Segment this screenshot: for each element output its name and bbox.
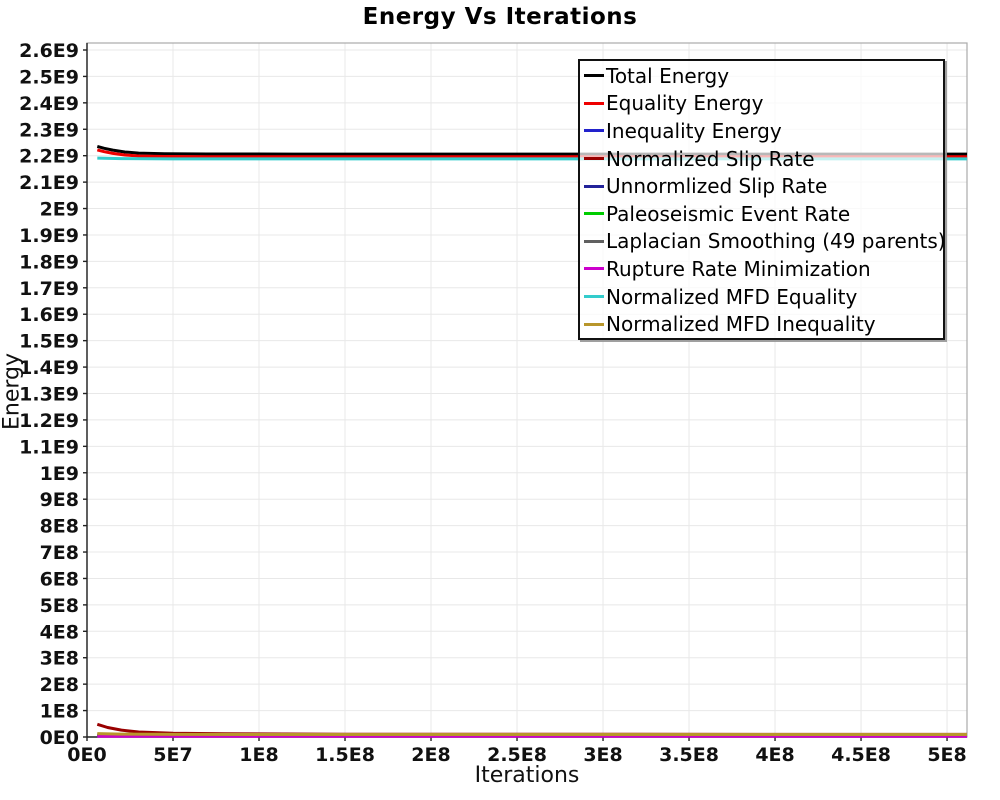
x-tick-label: 2.5E8 bbox=[487, 744, 547, 766]
legend-swatch bbox=[584, 212, 604, 216]
x-tick-label: 3E8 bbox=[583, 744, 622, 766]
y-tick-label: 2.1E9 bbox=[19, 172, 79, 194]
y-tick-label: 2.4E9 bbox=[19, 93, 79, 115]
y-tick-label: 0E0 bbox=[40, 727, 79, 749]
legend-label: Total Energy bbox=[606, 63, 730, 88]
legend-item: Normalized MFD Equality bbox=[584, 283, 943, 311]
legend-swatch bbox=[584, 267, 604, 271]
legend-item: Unnormlized Slip Rate bbox=[584, 172, 943, 200]
y-axis-label: Energy bbox=[0, 352, 25, 431]
series-line-equality-energy bbox=[96, 148, 967, 159]
y-tick-label: 2.5E9 bbox=[19, 66, 79, 88]
y-tick-label: 8E8 bbox=[40, 516, 79, 538]
x-tick-label: 3.5E8 bbox=[659, 744, 719, 766]
legend-item: Rupture Rate Minimization bbox=[584, 255, 943, 283]
legend-swatch bbox=[584, 184, 604, 188]
y-tick-label: 9E8 bbox=[40, 489, 79, 511]
legend-item: Normalized Slip Rate bbox=[584, 145, 943, 173]
y-tick-label: 4E8 bbox=[40, 621, 79, 643]
y-tick-label: 1.8E9 bbox=[19, 251, 79, 273]
legend-item: Laplacian Smoothing (49 parents) bbox=[584, 228, 946, 256]
legend-item: Total Energy bbox=[584, 62, 943, 90]
x-tick-label: 4.5E8 bbox=[831, 744, 891, 766]
y-tick-label: 2.3E9 bbox=[19, 119, 79, 141]
y-tick-label: 2.2E9 bbox=[19, 146, 79, 168]
y-tick-label: 1.1E9 bbox=[19, 436, 79, 458]
y-tick-label: 1.5E9 bbox=[19, 331, 79, 353]
legend-label: Normalized MFD Equality bbox=[606, 284, 858, 309]
y-tick-label: 1.6E9 bbox=[19, 304, 79, 326]
y-tick-label: 1.3E9 bbox=[19, 384, 79, 406]
x-tick-label: 4E8 bbox=[755, 744, 794, 766]
y-tick-label: 2E8 bbox=[40, 674, 79, 696]
series-line-normalized-mfd-equality bbox=[97, 156, 967, 161]
legend-label: Paleoseismic Event Rate bbox=[606, 201, 851, 226]
y-tick-label: 3E8 bbox=[40, 648, 79, 670]
x-tick-label: 2E8 bbox=[411, 744, 450, 766]
legend-swatch bbox=[584, 157, 604, 161]
legend-swatch bbox=[584, 322, 604, 326]
y-tick-label: 2.6E9 bbox=[19, 40, 79, 62]
y-tick-label: 1.9E9 bbox=[19, 225, 79, 247]
legend-item: Paleoseismic Event Rate bbox=[584, 200, 943, 228]
legend-label: Normalized MFD Inequality bbox=[606, 312, 876, 337]
legend-item: Normalized MFD Inequality bbox=[584, 310, 943, 338]
legend-swatch bbox=[584, 74, 604, 78]
legend-label: Unnormlized Slip Rate bbox=[606, 174, 828, 199]
series-line-normalized-slip-rate bbox=[96, 722, 968, 736]
series-line-total-energy bbox=[96, 144, 967, 156]
series-line-normalized-mfd-inequality bbox=[97, 732, 967, 736]
x-axis-label: Iterations bbox=[474, 763, 580, 788]
y-tick-label: 7E8 bbox=[40, 542, 79, 564]
y-tick-label: 2E9 bbox=[40, 199, 79, 221]
legend-label: Inequality Energy bbox=[606, 118, 782, 143]
legend-swatch bbox=[584, 239, 604, 243]
x-tick-label: 1.5E8 bbox=[315, 744, 375, 766]
legend-item: Inequality Energy bbox=[584, 117, 943, 145]
legend-swatch bbox=[584, 101, 604, 105]
y-tick-label: 1.7E9 bbox=[19, 278, 79, 300]
y-tick-label: 1.4E9 bbox=[19, 357, 79, 379]
x-tick-label: 0E0 bbox=[67, 744, 106, 766]
x-tick-label: 5E7 bbox=[153, 744, 192, 766]
y-tick-label: 1E9 bbox=[40, 463, 79, 485]
legend-label: Normalized Slip Rate bbox=[606, 146, 815, 171]
x-tick-label: 1E8 bbox=[239, 744, 278, 766]
y-tick-label: 1.2E9 bbox=[19, 410, 79, 432]
legend-label: Equality Energy bbox=[606, 91, 764, 116]
y-tick-label: 5E8 bbox=[40, 595, 79, 617]
y-tick-label: 1E8 bbox=[40, 701, 79, 723]
legend-label: Laplacian Smoothing (49 parents) bbox=[606, 229, 946, 254]
legend-item: Equality Energy bbox=[584, 90, 943, 118]
legend-box: Total Energy Equality Energy Inequality En… bbox=[578, 59, 946, 340]
legend-swatch bbox=[584, 129, 604, 133]
x-tick-label: 5E8 bbox=[927, 744, 966, 766]
legend-swatch bbox=[584, 295, 604, 299]
y-tick-label: 6E8 bbox=[40, 568, 79, 590]
legend-label: Rupture Rate Minimization bbox=[606, 256, 871, 281]
chart-title: Energy Vs Iterations bbox=[362, 4, 638, 30]
